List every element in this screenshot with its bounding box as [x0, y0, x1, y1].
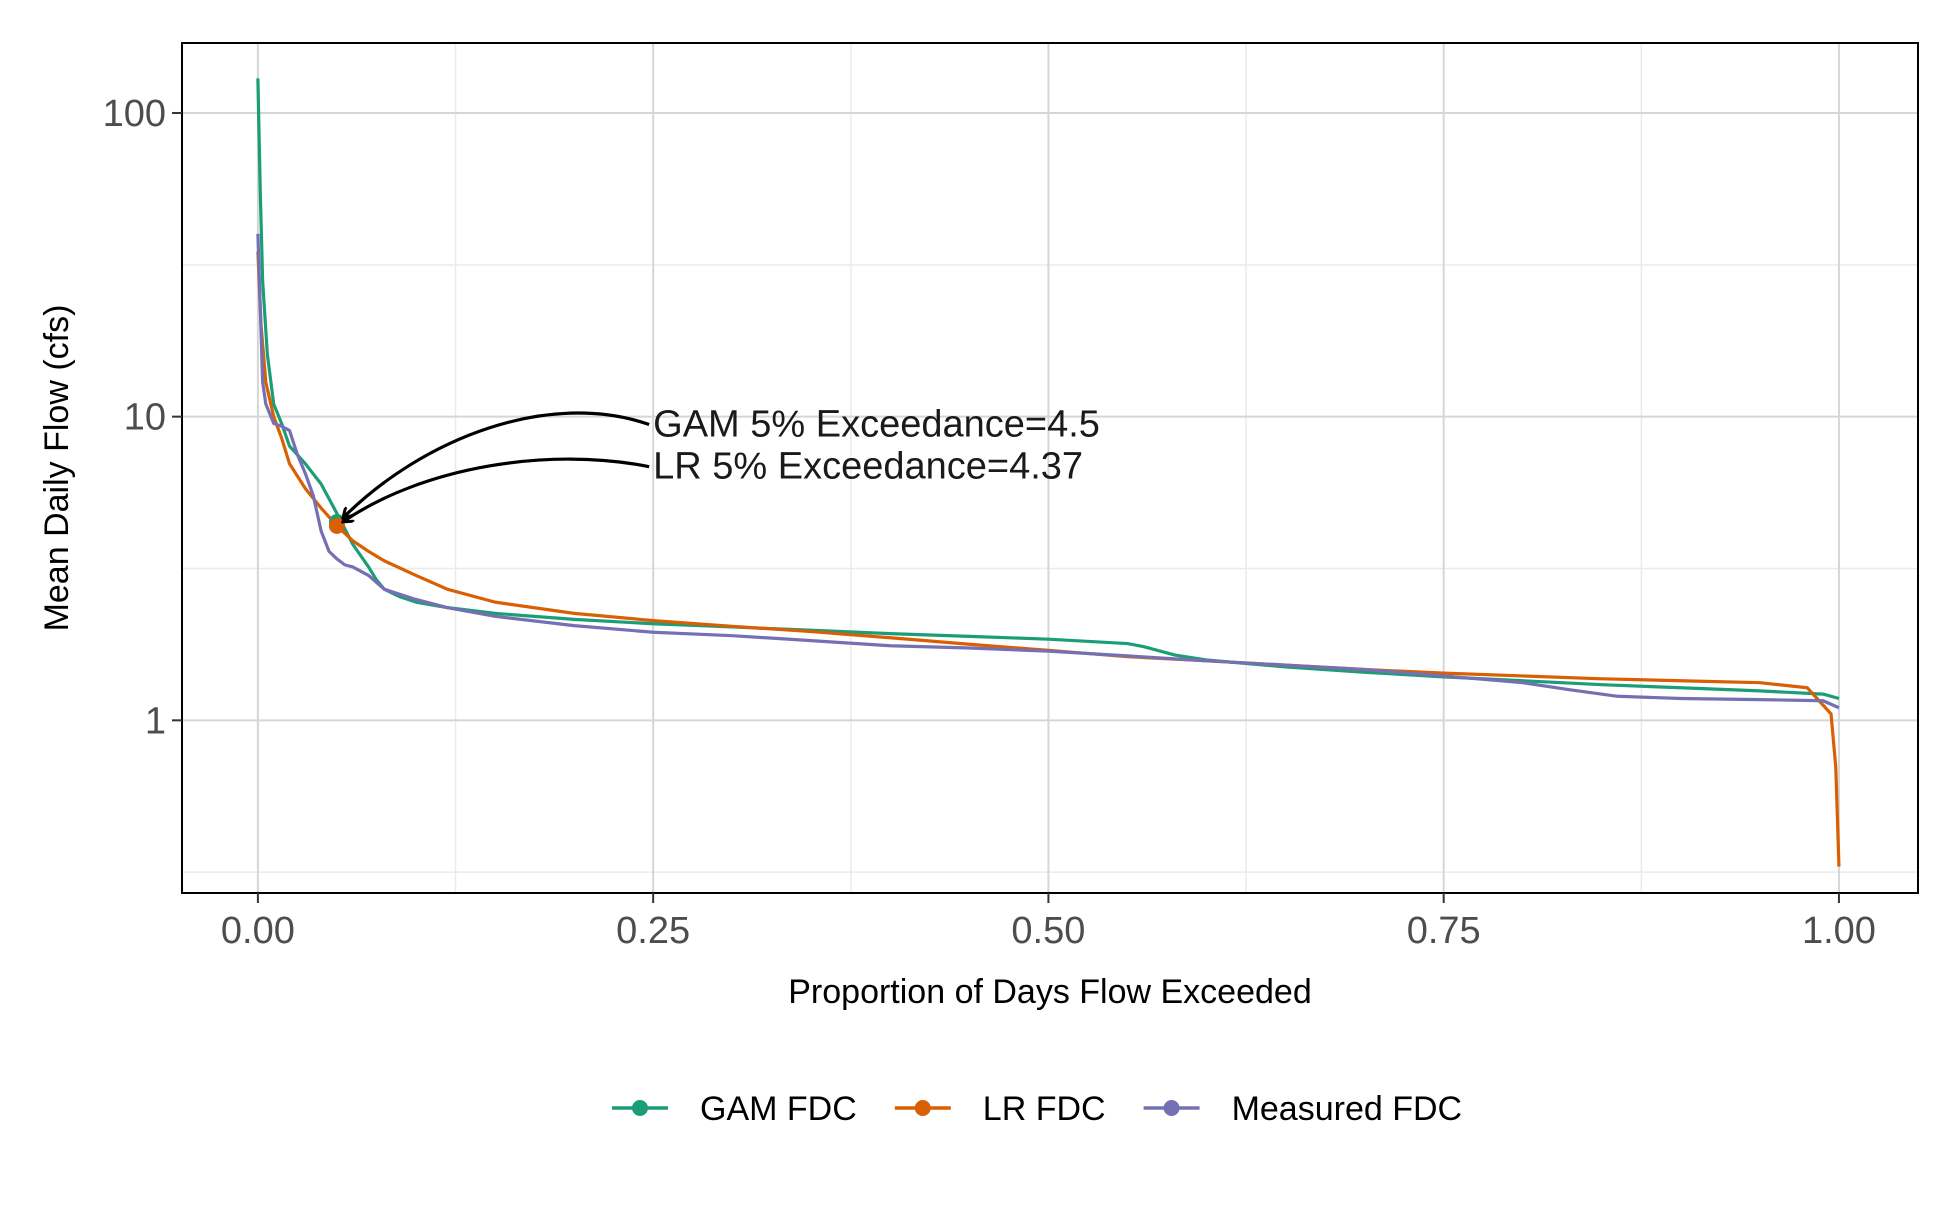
series-layer [256, 78, 1841, 867]
x-tick-label: 1.00 [1802, 910, 1876, 952]
minor-gridlines [182, 43, 1918, 893]
annotation-arrow-1 [343, 411, 650, 518]
legend: GAM FDC LR FDC Measured FDC [612, 1090, 1462, 1128]
x-tick-label: 0.75 [1407, 910, 1481, 952]
y-tick-label: 10 [124, 397, 166, 439]
y-axis-title: Mean Daily Flow (cfs) [38, 305, 76, 632]
legend-key-point [632, 1100, 648, 1116]
legend-item-measured-fdc: Measured FDC [1143, 1090, 1463, 1128]
x-tick-label: 0.00 [221, 910, 295, 952]
annotation-label-1: GAM 5% Exceedance=4.5 [653, 404, 1100, 446]
legend-label: GAM FDC [700, 1090, 857, 1128]
y-tick-label: 1 [145, 700, 166, 742]
major-gridlines [182, 43, 1918, 893]
legend-label: Measured FDC [1232, 1090, 1463, 1128]
legend-key-point [914, 1100, 931, 1116]
y-axis: 1 10 100 [103, 93, 182, 742]
legend-key-point [1163, 1100, 1180, 1116]
legend-label: LR FDC [983, 1090, 1106, 1128]
x-axis: 0.00 0.25 0.50 0.75 1.00 [221, 893, 1876, 952]
annotations: GAM 5% Exceedance=4.5LR 5% Exceedance=4.… [343, 404, 1100, 522]
x-tick-label: 0.50 [1011, 910, 1085, 952]
series-line-measured-fdc [256, 233, 1840, 710]
x-axis-title: Proportion of Days Flow Exceeded [788, 973, 1311, 1011]
annotation-arrow-2 [343, 457, 650, 522]
annotation-label-2: LR 5% Exceedance=4.37 [653, 446, 1083, 488]
legend-item-gam-fdc: GAM FDC [612, 1090, 857, 1128]
x-tick-label: 0.25 [616, 910, 690, 952]
series-line-lr-fdc [256, 251, 1841, 867]
legend-item-lr-fdc: LR FDC [894, 1090, 1106, 1128]
plot-panel-border [181, 42, 1919, 894]
y-tick-label: 100 [103, 93, 166, 135]
